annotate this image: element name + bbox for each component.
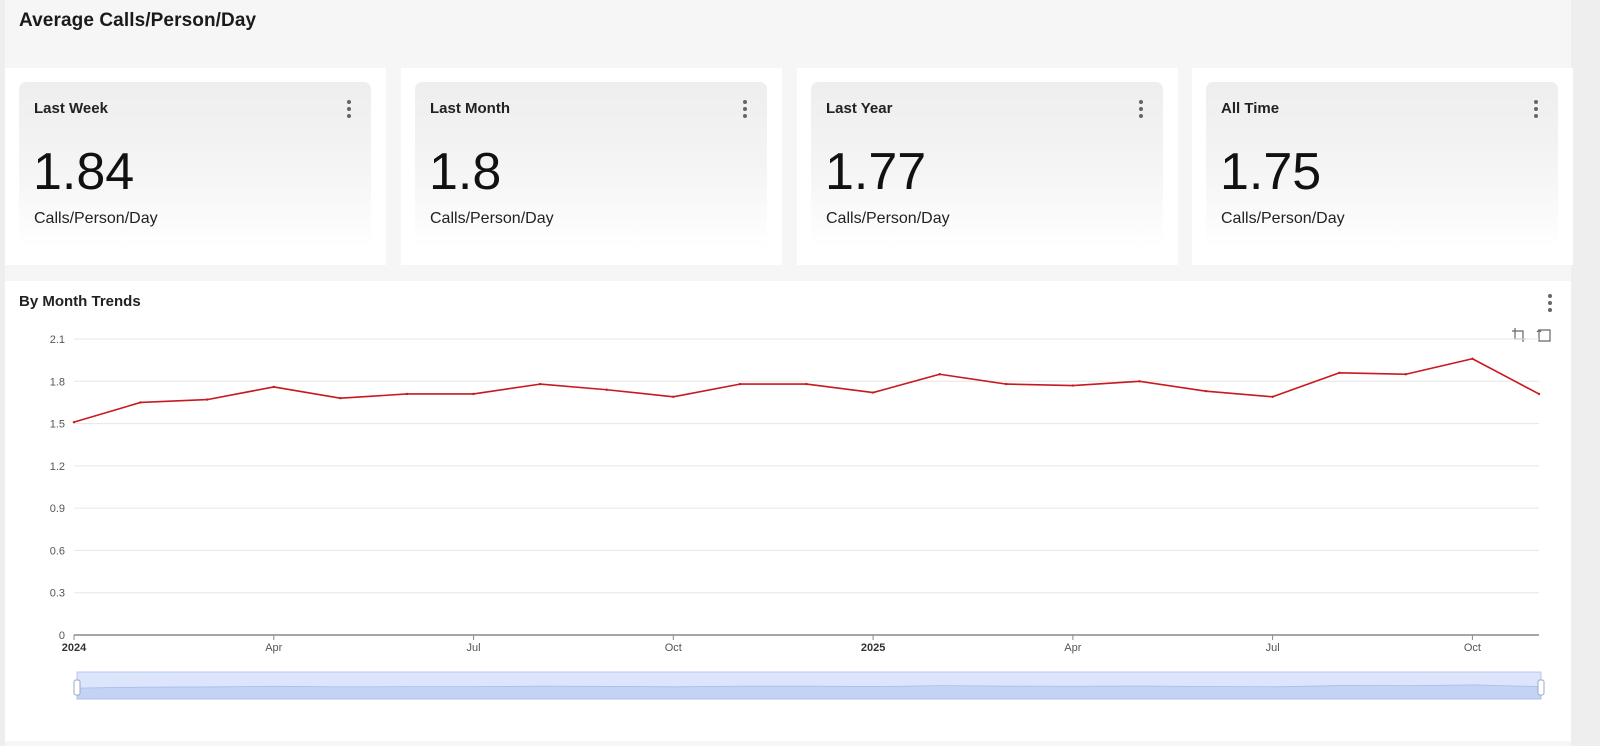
- data-point: [1138, 380, 1141, 383]
- kpi-card-all-time: All Time 1.75 Calls/Person/Day: [1192, 68, 1573, 265]
- x-axis: 2024 Apr Jul Oct 2025 Apr Jul Oct: [62, 634, 1539, 654]
- kpi-card-unit: Calls/Person/Day: [430, 210, 554, 227]
- data-point: [1471, 357, 1474, 360]
- data-point: [605, 388, 608, 391]
- kpi-card-body: Last Month 1.8 Calls/Person/Day: [415, 82, 767, 248]
- kpi-card-body: Last Year 1.77 Calls/Person/Day: [811, 82, 1163, 248]
- kpi-card-label: Last Year: [826, 100, 893, 117]
- line-chart: 0 0.3 0.6 0.9 1.2 1.5 1.8 2.1 2024 Apr Jul Oct 2025…: [50, 334, 1545, 700]
- kpi-card-label: Last Month: [430, 100, 510, 117]
- data-point: [339, 397, 342, 400]
- kpi-card-last-week: Last Week 1.84 Calls/Person/Day: [5, 68, 386, 265]
- data-point: [405, 392, 409, 396]
- x-tick-label: 2024: [62, 642, 87, 654]
- kpi-card-label: All Time: [1221, 100, 1280, 117]
- data-point: [538, 382, 542, 386]
- data-point: [1404, 373, 1408, 376]
- x-tick-label: Jul: [1266, 642, 1280, 654]
- y-tick-label: 2.1: [50, 334, 65, 346]
- page-title: Average Calls/Person/Day: [19, 10, 257, 31]
- kpi-card-last-year: Last Year 1.77 Calls/Person/Day: [797, 68, 1178, 265]
- kpi-card-unit: Calls/Person/Day: [826, 210, 950, 227]
- data-point: [938, 373, 941, 376]
- data-point: [272, 385, 275, 389]
- kpi-card-last-month: Last Month 1.8 Calls/Person/Day: [401, 68, 782, 265]
- data-point: [472, 392, 475, 396]
- more-vert-icon[interactable]: [1528, 98, 1544, 120]
- more-vert-icon[interactable]: [1133, 98, 1149, 120]
- data-point: [805, 382, 808, 386]
- y-tick-label: 1.5: [50, 419, 65, 431]
- data-point: [672, 395, 675, 398]
- kpi-card-value: 1.8: [429, 143, 502, 201]
- x-tick-label: Apr: [1064, 642, 1081, 654]
- kpi-card-unit: Calls/Person/Day: [34, 210, 158, 227]
- y-tick-label: 0: [59, 630, 65, 642]
- kpi-card-value: 1.77: [825, 143, 927, 201]
- slider-preview-area: [76, 684, 1542, 700]
- data-point: [1071, 384, 1075, 387]
- more-vert-icon[interactable]: [341, 98, 357, 120]
- data-point: [1271, 395, 1274, 398]
- y-tick-label: 1.8: [50, 376, 65, 388]
- zoom-reset-icon[interactable]: [1536, 327, 1552, 343]
- data-point: [205, 398, 209, 401]
- x-tick-label: 2025: [861, 642, 885, 654]
- y-tick-label: 0.3: [50, 588, 65, 600]
- x-tick-label: Apr: [265, 642, 282, 654]
- kpi-card-unit: Calls/Person/Day: [1221, 210, 1345, 227]
- data-point: [738, 382, 742, 386]
- y-tick-label: 1.2: [50, 461, 65, 473]
- x-tick-label: Oct: [1464, 642, 1481, 654]
- x-tick-label: Oct: [665, 642, 682, 654]
- data-point: [1005, 382, 1008, 386]
- data-zoom-slider: [73, 671, 1545, 700]
- data-point: [1537, 392, 1541, 396]
- data-point: [1204, 389, 1208, 393]
- series-line: [73, 357, 1540, 423]
- slider-handle-left[interactable]: [73, 679, 81, 696]
- chart-title: By Month Trends: [19, 293, 141, 310]
- data-point: [72, 420, 76, 424]
- kpi-card-label: Last Week: [34, 100, 108, 117]
- kpi-card-body: All Time 1.75 Calls/Person/Day: [1206, 82, 1558, 248]
- series-group: [72, 357, 1541, 424]
- trend-chart-panel: By Month Trends 0 0.3 0.6 0.9 1.2 1.5 1.8 2.1 2…: [5, 281, 1571, 741]
- data-point: [139, 401, 142, 404]
- y-tick-label: 0.9: [50, 503, 65, 515]
- grid-lines: [74, 338, 1539, 594]
- data-point: [871, 391, 875, 394]
- slider-handle-right[interactable]: [1537, 679, 1545, 696]
- y-axis-ticks: 0 0.3 0.6 0.9 1.2 1.5 1.8 2.1: [50, 334, 65, 642]
- kpi-card-value: 1.75: [1220, 143, 1322, 201]
- kpi-card-body: Last Week 1.84 Calls/Person/Day: [19, 82, 371, 248]
- more-vert-icon[interactable]: [737, 98, 753, 120]
- x-tick-label: Jul: [467, 642, 481, 654]
- data-point: [1338, 371, 1341, 375]
- y-tick-label: 0.6: [50, 545, 65, 557]
- more-vert-icon[interactable]: [1542, 292, 1558, 314]
- kpi-card-value: 1.84: [33, 143, 135, 201]
